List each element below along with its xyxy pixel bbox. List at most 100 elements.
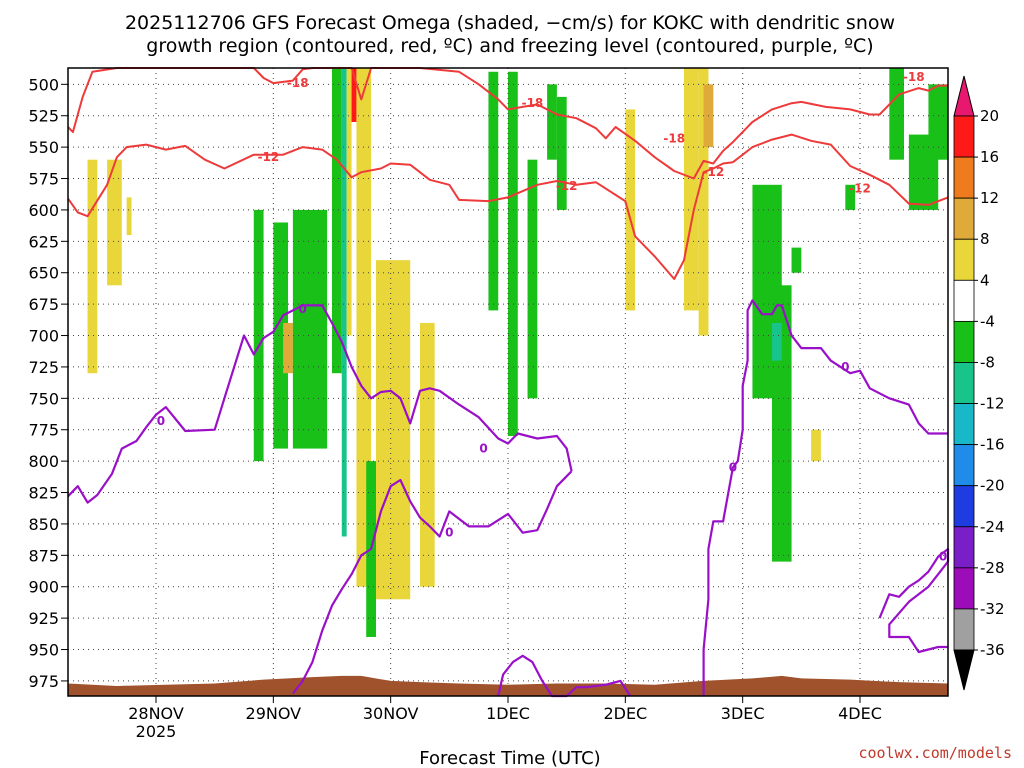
colorbar-bottom-arrow — [953, 649, 975, 691]
colorbar-label-5: -4 — [980, 312, 995, 330]
colorbar-label-3: 8 — [980, 230, 990, 248]
omega-patch-20 — [625, 109, 636, 311]
omega-patch-29 — [889, 68, 904, 160]
colorbar-swatch-1 — [953, 156, 975, 199]
colorbar-swatch-8 — [953, 444, 975, 487]
colorbar-swatch-7 — [953, 403, 975, 446]
colorbar: 20 16 12 8 4 -4 -8 -12 -16 -20 -24 -28 -32 -36 — [953, 75, 1005, 691]
colorbar-label-0: 20 — [980, 107, 999, 125]
y-tick-label-725: 725 — [28, 358, 59, 377]
omega-patch-19 — [556, 96, 567, 210]
omega-patch-28 — [811, 429, 821, 462]
omega-patch-15 — [488, 71, 499, 311]
omega-patch-17 — [527, 159, 538, 399]
colorbar-swatch-10 — [953, 526, 975, 569]
contour-label-0: -18 — [287, 76, 309, 90]
colorbar-swatch-5 — [953, 320, 975, 363]
contour-label-9: 0 — [157, 414, 165, 428]
x-tick-label-28NOV: 28NOV — [128, 704, 184, 723]
freezing-level-contour-d — [878, 547, 950, 654]
y-tick-label-700: 700 — [28, 327, 59, 346]
x-tick-label-30NOV: 30NOV — [363, 704, 419, 723]
omega-patch-21 — [684, 68, 699, 311]
omega-patch-1 — [107, 159, 122, 286]
y-tick-label-575: 575 — [28, 170, 59, 189]
colorbar-label-11: -28 — [980, 559, 1005, 577]
colorbar-label-2: 12 — [980, 189, 999, 207]
x-tick-label-2DEC: 2DEC — [603, 704, 647, 723]
y-tick-label-900: 900 — [28, 578, 59, 597]
omega-patch-0 — [87, 159, 98, 374]
omega-patch-4 — [273, 222, 288, 449]
plot-area: -18 -18 -18 -18 -12 -12 -12 -12 0 0 0 0 0 0 0 500 525 550… — [28, 67, 950, 741]
contour-label-4: -12 — [258, 150, 280, 164]
contour-label-14: 0 — [939, 550, 947, 564]
y-tick-label-650: 650 — [28, 264, 59, 283]
omega-patch-9 — [346, 68, 352, 336]
x-tick-label-1DEC: 1DEC — [486, 704, 530, 723]
colorbar-swatch-4 — [953, 279, 975, 322]
omega-patch-5 — [283, 322, 293, 374]
colorbar-label-9: -20 — [980, 477, 1005, 495]
y-tick-label-750: 750 — [28, 389, 59, 408]
omega-patch-27 — [791, 247, 802, 273]
colorbar-swatch-9 — [953, 485, 975, 528]
x-tick-label-4DEC: 4DEC — [838, 704, 882, 723]
dgz-minus12-contour — [67, 133, 949, 280]
omega-patch-8 — [341, 68, 347, 537]
terrain-fill — [68, 675, 948, 696]
contour-label-11: 0 — [445, 526, 453, 540]
y-tick-label-875: 875 — [28, 546, 59, 565]
contour-label-2: -18 — [663, 131, 685, 145]
y-tick-label-975: 975 — [28, 672, 59, 691]
omega-patch-32 — [845, 184, 856, 210]
contour-label-3: -18 — [903, 70, 925, 84]
gridlines — [68, 68, 948, 696]
colorbar-label-7: -12 — [980, 395, 1005, 413]
colorbar-swatch-0 — [953, 115, 975, 158]
x-tick-label-29NOV: 29NOV — [246, 704, 302, 723]
x-tick-sublabel-28NOV: 2025 — [136, 722, 177, 741]
y-tick-label-675: 675 — [28, 295, 59, 314]
omega-patch-2 — [126, 197, 132, 236]
y-tick-label-500: 500 — [28, 75, 59, 94]
omega-patch-18 — [547, 84, 557, 160]
y-tick-label-950: 950 — [28, 641, 59, 660]
credit-text: coolwx.com/models — [858, 744, 1012, 762]
contour-label-6: -12 — [702, 165, 724, 179]
contour-label-13: 0 — [841, 360, 849, 374]
colorbar-label-10: -24 — [980, 518, 1005, 536]
colorbar-swatch-12 — [953, 608, 975, 651]
colorbar-label-8: -16 — [980, 436, 1005, 454]
colorbar-top-arrow — [953, 75, 975, 117]
omega-patch-14 — [420, 322, 435, 587]
y-tick-label-775: 775 — [28, 421, 59, 440]
contour-label-1: -18 — [522, 96, 544, 110]
freezing-level-contour-c — [702, 299, 948, 696]
y-tick-label-850: 850 — [28, 515, 59, 534]
y-tick-label-825: 825 — [28, 484, 59, 503]
omega-patch-22 — [698, 68, 709, 336]
omega-patch-7 — [332, 68, 342, 374]
colorbar-label-1: 16 — [980, 148, 999, 166]
y-tick-label-550: 550 — [28, 138, 59, 157]
omega-patch-10 — [351, 68, 357, 123]
freezing-level-contour — [67, 304, 573, 504]
freezing-level-contour-b — [292, 470, 573, 695]
colorbar-swatch-2 — [953, 197, 975, 240]
colorbar-label-6: -8 — [980, 353, 995, 371]
colorbar-label-12: -32 — [980, 600, 1005, 618]
contour-label-8: 0 — [298, 302, 306, 316]
colorbar-swatch-3 — [953, 238, 975, 281]
chart-title-line2: growth region (contoured, red, ºC) and f… — [146, 35, 873, 57]
y-tick-label-525: 525 — [28, 107, 59, 126]
x-axis-label: Forecast Time (UTC) — [419, 748, 600, 768]
y-tick-label-800: 800 — [28, 452, 59, 471]
omega-patch-26 — [772, 322, 782, 361]
chart-title-line1: 2025112706 GFS Forecast Omega (shaded, −… — [125, 12, 895, 34]
colorbar-label-4: 4 — [980, 271, 990, 289]
colorbar-label-13: -36 — [980, 641, 1005, 659]
colorbar-swatch-6 — [953, 362, 975, 404]
contour-label-12: 0 — [729, 460, 737, 474]
contour-label-5: -12 — [556, 179, 578, 193]
